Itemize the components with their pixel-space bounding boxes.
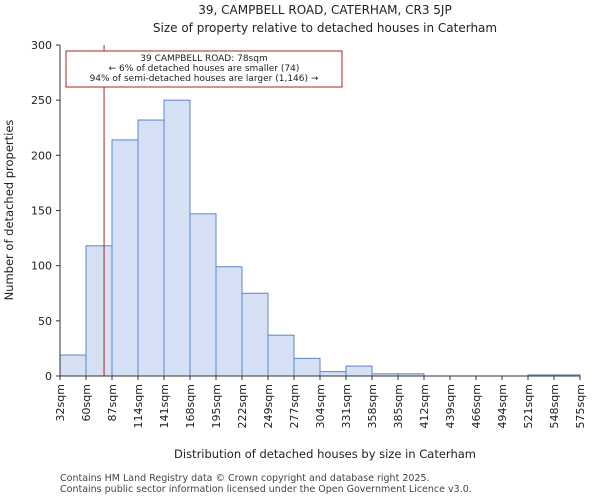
x-tick-label: 412sqm xyxy=(418,384,431,428)
x-tick-label: 385sqm xyxy=(392,384,405,428)
x-tick-label: 87sqm xyxy=(106,384,119,421)
x-tick-label: 141sqm xyxy=(158,384,171,428)
annotation-line-1: 39 CAMPBELL ROAD: 78sqm xyxy=(140,54,267,64)
x-tick-label: 222sqm xyxy=(236,384,249,428)
histogram-bar xyxy=(137,119,165,377)
x-tick-label: 548sqm xyxy=(548,384,561,428)
x-tick-label: 304sqm xyxy=(314,384,327,428)
x-tick-label: 331sqm xyxy=(340,384,353,428)
histogram-bar xyxy=(215,266,243,377)
chart-title: 39, CAMPBELL ROAD, CATERHAM, CR3 5JP xyxy=(198,3,451,17)
y-tick-label: 100 xyxy=(31,260,52,273)
histogram-bar xyxy=(241,292,269,377)
x-tick-label: 358sqm xyxy=(366,384,379,428)
x-tick-label: 168sqm xyxy=(184,384,197,428)
y-tick-label: 300 xyxy=(31,39,52,52)
x-tick-label: 439sqm xyxy=(444,384,457,428)
annotation-line-2: ← 6% of detached houses are smaller (74) xyxy=(109,64,300,74)
x-tick-label: 466sqm xyxy=(470,384,483,428)
x-tick-label: 521sqm xyxy=(522,384,535,428)
annotation-box: 39 CAMPBELL ROAD: 78sqm ← 6% of detached… xyxy=(65,50,343,88)
histogram-bar xyxy=(85,245,113,377)
x-axis-label: Distribution of detached houses by size … xyxy=(174,447,476,461)
y-axis-label: Number of detached properties xyxy=(2,120,16,301)
histogram-bar xyxy=(189,213,217,377)
x-tick-label: 114sqm xyxy=(132,384,145,428)
x-tick-label: 32sqm xyxy=(54,384,67,421)
histogram-bar xyxy=(267,334,295,377)
y-tick-label: 0 xyxy=(45,370,52,383)
histogram-bar xyxy=(59,354,87,377)
x-tick-label: 249sqm xyxy=(262,384,275,428)
x-tick-label: 494sqm xyxy=(496,384,509,428)
histogram-bar xyxy=(111,139,139,377)
chart-subtitle: Size of property relative to detached ho… xyxy=(153,21,497,35)
histogram-bar xyxy=(163,99,191,377)
histogram-bar xyxy=(293,357,321,377)
y-tick-label: 150 xyxy=(31,205,52,218)
y-tick-label: 200 xyxy=(31,149,52,162)
y-tick-label: 250 xyxy=(31,94,52,107)
y-tick-label: 50 xyxy=(38,315,52,328)
histogram-bar xyxy=(345,365,373,377)
x-tick-label: 277sqm xyxy=(288,384,301,428)
annotation-line-3: 94% of semi-detached houses are larger (… xyxy=(90,74,319,84)
histogram-bar xyxy=(319,371,347,377)
footer-copyright: Contains HM Land Registry data © Crown c… xyxy=(60,473,430,484)
x-tick-label: 60sqm xyxy=(80,384,93,421)
x-tick-label: 575sqm xyxy=(574,384,587,428)
x-tick-label: 195sqm xyxy=(210,384,223,428)
footer-licence: Contains public sector information licen… xyxy=(60,484,472,495)
